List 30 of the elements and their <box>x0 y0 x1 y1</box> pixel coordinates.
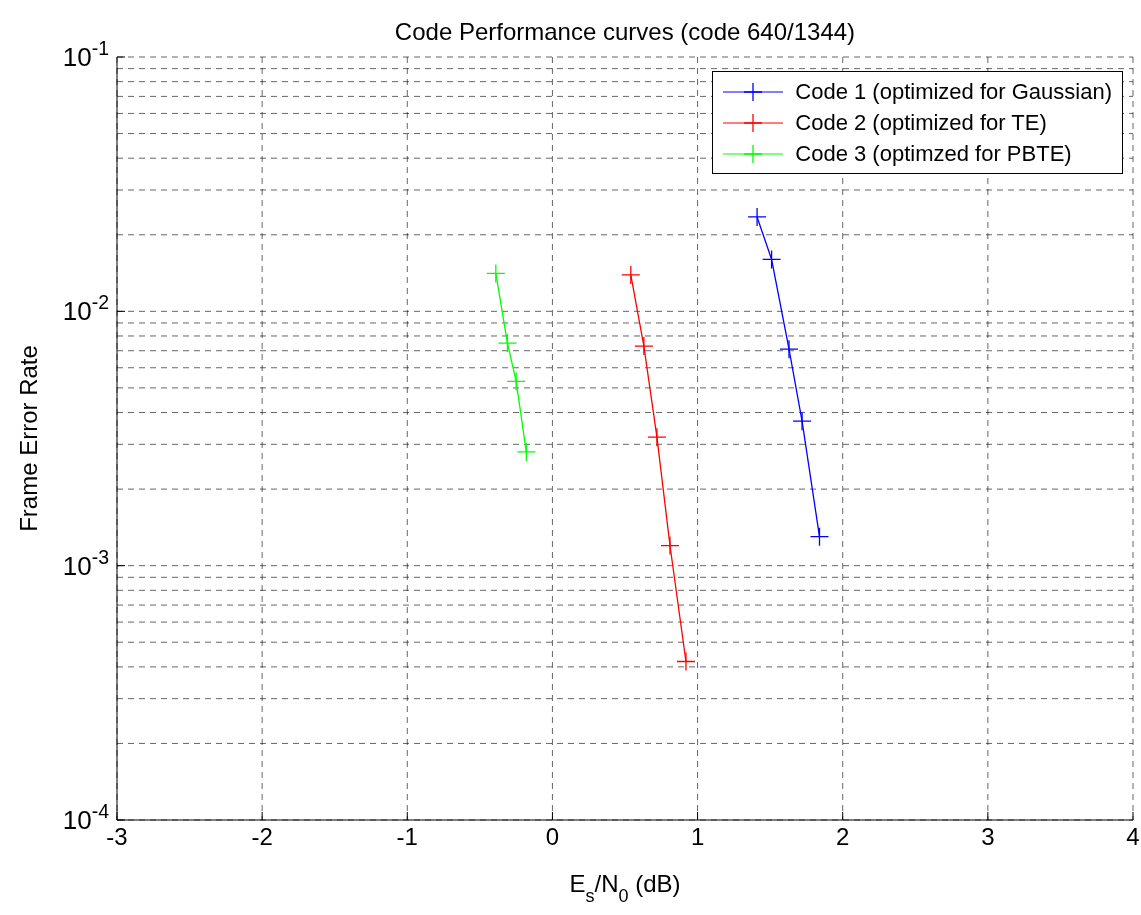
x-axis-title: E$_{s}$/N$_{0}$ (dB) <box>569 870 681 906</box>
legend-label: Code 3 (optimzed for PBTE) <box>795 140 1072 167</box>
legend-label: Code 2 (optimized for TE) <box>795 109 1047 136</box>
x-tick-label: 4 <box>1126 823 1140 851</box>
point <box>506 371 526 392</box>
point <box>516 442 536 462</box>
point <box>634 336 654 356</box>
point <box>792 411 812 431</box>
x-tick-label: 3 <box>981 823 995 851</box>
point <box>486 263 506 284</box>
y-tick-label: 10$^{-3}$ <box>62 545 109 581</box>
legend-label: Code 1 (optimized for Gaussian) <box>795 78 1112 105</box>
x-tick-label: 1 <box>690 823 705 851</box>
point <box>779 339 799 359</box>
x-tick-label: -2 <box>251 823 273 851</box>
point <box>660 535 680 556</box>
point <box>676 651 696 672</box>
point <box>761 249 782 270</box>
chart-title: Code Performance curves (code 640/1344) <box>394 18 856 45</box>
x-tick-label: 0 <box>545 823 560 851</box>
y-tick-label: 10$^{-2}$ <box>62 291 109 327</box>
point <box>747 207 767 227</box>
x-tick-label: 2 <box>836 823 850 851</box>
point <box>809 527 830 547</box>
y-axis-title: Frame Error Rate <box>15 345 42 532</box>
point <box>497 333 518 353</box>
point <box>647 427 667 447</box>
x-tick-label: -1 <box>396 823 418 851</box>
y-tick-label: 10$^{-1}$ <box>62 37 109 72</box>
point <box>621 265 641 285</box>
